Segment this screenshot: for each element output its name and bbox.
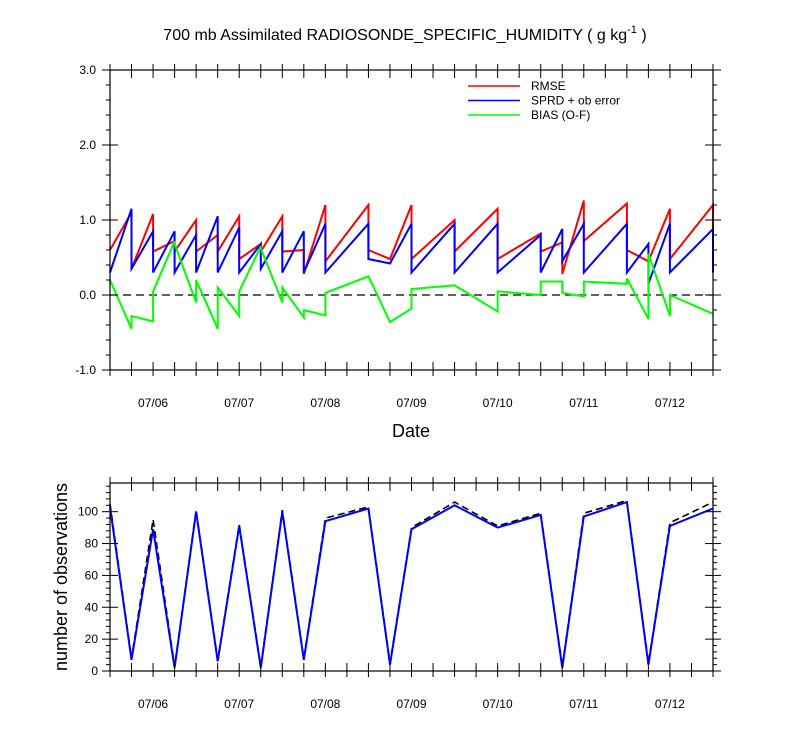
bottom-x-tick-label: 07/06 bbox=[138, 697, 168, 711]
top-y-tick-label: -1.0 bbox=[75, 363, 96, 377]
bottom-y-tick-label: 40 bbox=[85, 600, 99, 614]
legend-label-2: BIAS (O-F) bbox=[531, 108, 590, 122]
legend-label-1: SPRD + ob error bbox=[531, 94, 620, 108]
bottom-x-tick-label: 07/09 bbox=[396, 697, 426, 711]
bottom-x-tick-label: 07/10 bbox=[483, 697, 513, 711]
bottom-x-tick-label: 07/11 bbox=[569, 697, 598, 711]
chart-title: 700 mb Assimilated RADIOSONDE_SPECIFIC_H… bbox=[163, 24, 646, 44]
y-axis-title-observations: number of observations bbox=[51, 483, 71, 671]
top-y-tick-label: 1.0 bbox=[79, 213, 96, 227]
top-series-sprd-ob-error bbox=[109, 208, 714, 285]
bottom-x-tick-label: 07/08 bbox=[310, 697, 340, 711]
top-x-tick-label: 07/12 bbox=[655, 396, 685, 410]
bottom-series-possible-obs bbox=[109, 499, 714, 667]
top-y-tick-label: 0.0 bbox=[79, 288, 96, 302]
top-x-tick-label: 07/10 bbox=[483, 396, 513, 410]
bottom-x-tick-label: 07/12 bbox=[655, 697, 685, 711]
top-y-tick-label: 3.0 bbox=[79, 63, 96, 77]
legend-label-0: RMSE bbox=[531, 79, 566, 93]
bottom-plot: 07/06 07/07 07/08 07/09 07/10 07/11 07/12 100 80… bbox=[78, 477, 721, 711]
bottom-plot-frame bbox=[109, 482, 714, 672]
bottom-series-assimilated-obs bbox=[109, 500, 714, 668]
top-x-tick-label: 07/08 bbox=[310, 396, 340, 410]
bottom-y-tick-label: 60 bbox=[85, 568, 99, 582]
top-plot: 07/06 07/07 07/08 07/09 07/10 07/11 07/12 3.0 2.… bbox=[75, 63, 721, 410]
top-plot-frame bbox=[109, 69, 714, 371]
top-x-tick-label: 07/06 bbox=[138, 396, 168, 410]
bottom-y-tick-label: 20 bbox=[85, 632, 99, 646]
bottom-y-tick-label: 100 bbox=[78, 505, 98, 519]
x-axis-title: Date bbox=[392, 421, 430, 441]
top-x-tick-label: 07/09 bbox=[396, 396, 426, 410]
bottom-y-tick-label: 0 bbox=[91, 664, 98, 678]
top-series-bias-o-f bbox=[109, 240, 714, 330]
top-x-tick-label: 07/07 bbox=[224, 396, 254, 410]
bottom-y-tick-label: 80 bbox=[85, 537, 99, 551]
top-x-tick-label: 07/11 bbox=[569, 396, 598, 410]
top-y-tick-label: 2.0 bbox=[79, 138, 96, 152]
bottom-x-tick-label: 07/07 bbox=[224, 697, 254, 711]
